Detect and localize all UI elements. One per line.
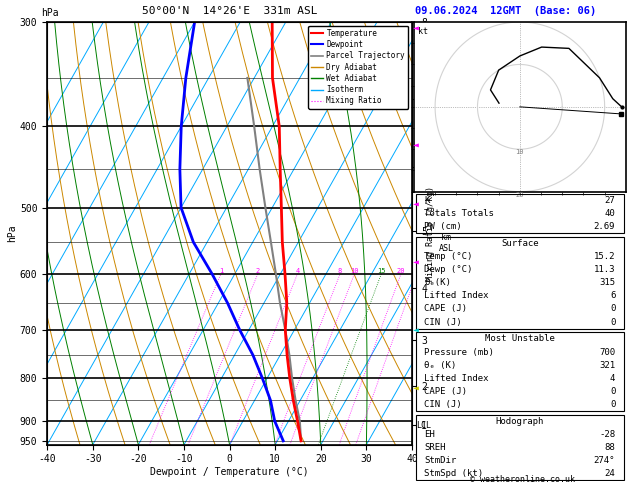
Text: 27: 27 bbox=[604, 196, 615, 205]
Text: ◄: ◄ bbox=[413, 325, 419, 335]
Text: 2: 2 bbox=[256, 268, 260, 274]
Text: 15.2: 15.2 bbox=[594, 252, 615, 261]
Text: 700: 700 bbox=[599, 347, 615, 357]
Text: LCL: LCL bbox=[416, 421, 431, 430]
Text: ◄: ◄ bbox=[413, 139, 419, 149]
Text: 4: 4 bbox=[296, 268, 299, 274]
Text: K: K bbox=[425, 196, 430, 205]
Text: 20: 20 bbox=[397, 268, 405, 274]
Text: 8: 8 bbox=[338, 268, 342, 274]
Text: Pressure (mb): Pressure (mb) bbox=[425, 347, 494, 357]
Text: -28: -28 bbox=[599, 430, 615, 439]
Text: Most Unstable: Most Unstable bbox=[485, 334, 555, 344]
Text: 11.3: 11.3 bbox=[594, 265, 615, 275]
Text: ◄: ◄ bbox=[413, 23, 419, 33]
Text: Dewp (°C): Dewp (°C) bbox=[425, 265, 473, 275]
X-axis label: Dewpoint / Temperature (°C): Dewpoint / Temperature (°C) bbox=[150, 467, 309, 477]
Text: 24: 24 bbox=[604, 469, 615, 478]
Text: EH: EH bbox=[425, 430, 435, 439]
Text: 2.69: 2.69 bbox=[594, 222, 615, 231]
Text: 10: 10 bbox=[516, 149, 524, 155]
Text: 20: 20 bbox=[516, 191, 524, 198]
Text: 0: 0 bbox=[610, 387, 615, 396]
Text: 40: 40 bbox=[604, 209, 615, 218]
Text: 274°: 274° bbox=[594, 456, 615, 465]
Text: 15: 15 bbox=[377, 268, 386, 274]
Text: Lifted Index: Lifted Index bbox=[425, 374, 489, 382]
Text: 4: 4 bbox=[610, 374, 615, 382]
Bar bbox=[416, 194, 624, 233]
Text: PW (cm): PW (cm) bbox=[425, 222, 462, 231]
Text: Mixing Ratio (g/kg): Mixing Ratio (g/kg) bbox=[426, 186, 435, 281]
Text: 315: 315 bbox=[599, 278, 615, 287]
Text: Totals Totals: Totals Totals bbox=[425, 209, 494, 218]
Text: StmSpd (kt): StmSpd (kt) bbox=[425, 469, 484, 478]
Text: CAPE (J): CAPE (J) bbox=[425, 387, 467, 396]
Text: Lifted Index: Lifted Index bbox=[425, 292, 489, 300]
Bar bbox=[416, 332, 624, 411]
Text: CIN (J): CIN (J) bbox=[425, 317, 462, 327]
Legend: Temperature, Dewpoint, Parcel Trajectory, Dry Adiabat, Wet Adiabat, Isotherm, Mi: Temperature, Dewpoint, Parcel Trajectory… bbox=[308, 26, 408, 108]
Bar bbox=[416, 237, 624, 329]
Y-axis label: hPa: hPa bbox=[7, 225, 17, 242]
Text: SREH: SREH bbox=[425, 443, 446, 451]
Text: ◄: ◄ bbox=[413, 382, 419, 392]
Text: 88: 88 bbox=[604, 443, 615, 451]
Bar bbox=[416, 415, 624, 480]
Text: 09.06.2024  12GMT  (Base: 06): 09.06.2024 12GMT (Base: 06) bbox=[415, 6, 596, 16]
Text: 0: 0 bbox=[610, 317, 615, 327]
Text: Surface: Surface bbox=[501, 239, 538, 248]
Text: 0: 0 bbox=[610, 305, 615, 313]
Text: StmDir: StmDir bbox=[425, 456, 457, 465]
Text: ◄: ◄ bbox=[413, 257, 419, 266]
Text: 50°00'N  14°26'E  331m ASL: 50°00'N 14°26'E 331m ASL bbox=[142, 6, 318, 16]
Text: 6: 6 bbox=[610, 292, 615, 300]
Text: CIN (J): CIN (J) bbox=[425, 399, 462, 409]
Y-axis label: km
ASL: km ASL bbox=[439, 233, 454, 253]
Text: CAPE (J): CAPE (J) bbox=[425, 305, 467, 313]
Text: Temp (°C): Temp (°C) bbox=[425, 252, 473, 261]
Text: 0: 0 bbox=[610, 399, 615, 409]
Text: kt: kt bbox=[418, 27, 428, 36]
Text: 1: 1 bbox=[219, 268, 223, 274]
Text: ◄: ◄ bbox=[413, 199, 419, 209]
Text: 321: 321 bbox=[599, 361, 615, 369]
Text: Hodograph: Hodograph bbox=[496, 417, 544, 426]
Text: 10: 10 bbox=[350, 268, 359, 274]
Text: © weatheronline.co.uk: © weatheronline.co.uk bbox=[470, 474, 574, 484]
Text: hPa: hPa bbox=[41, 8, 58, 18]
Text: θₑ(K): θₑ(K) bbox=[425, 278, 452, 287]
Text: θₑ (K): θₑ (K) bbox=[425, 361, 457, 369]
